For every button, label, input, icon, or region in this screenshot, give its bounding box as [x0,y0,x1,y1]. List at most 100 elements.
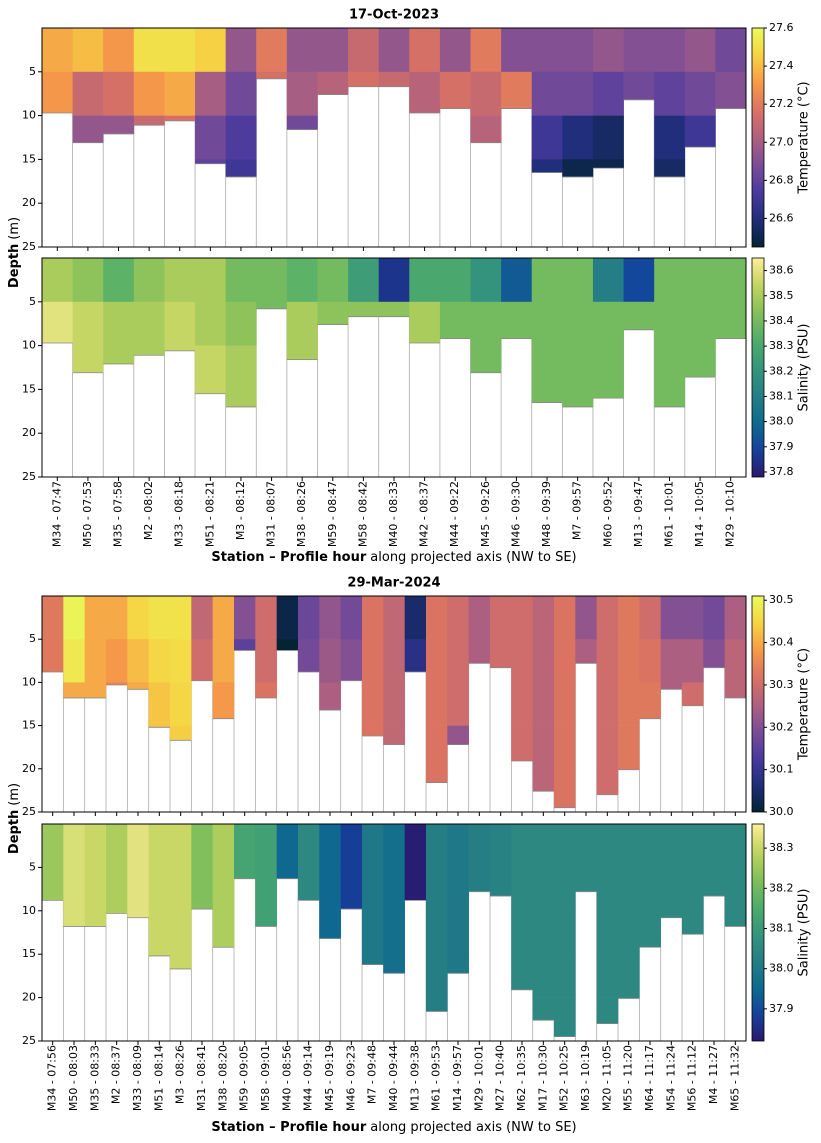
x-tick-label: M61 - 10:01 [662,481,675,547]
cell [596,824,619,868]
colorbar-tick-label: 27.6 [769,21,794,34]
cell [618,725,640,770]
colorbar-label: Temperature (°C) [797,81,812,194]
cell [319,910,341,939]
cell [684,258,716,303]
cell [531,159,563,173]
cell [554,867,576,912]
cell [106,867,128,912]
cell [276,639,299,651]
cell [639,910,661,948]
x-tick-label: M13 - 09:47 [632,481,645,547]
cell [682,682,704,706]
cell [255,596,277,640]
x-tick-label: M63 - 10:19 [579,1045,592,1111]
cell [383,954,405,974]
cell [531,345,563,390]
cell [225,389,257,407]
x-tick-label: M48 - 09:39 [540,481,553,547]
cell [724,639,747,683]
x-tick-label: M29 - 10:10 [724,481,737,547]
y-tick-label: 25 [22,470,36,483]
x-label: Station – Profile hour along projected ax… [211,550,576,565]
cell [715,28,747,73]
x-tick-label: M40 - 09:44 [387,1045,400,1111]
cell [703,639,725,668]
colorbar-label: Salinity (PSU) [797,889,812,977]
cell [317,28,349,73]
cell [362,954,384,965]
cell [212,639,235,683]
colorbar [751,823,765,1042]
x-tick-label: M7 - 09:48 [366,1045,379,1104]
cell [684,71,716,116]
cell [554,824,576,868]
cell [286,345,318,360]
x-tick-label: M44 - 09:14 [302,1045,315,1111]
y-tick-label: 5 [29,860,36,873]
cell [72,71,104,116]
x-tick-label: M17 - 10:30 [536,1045,549,1111]
cell [256,258,288,303]
cell [532,910,555,955]
cell [84,682,107,698]
cell [592,258,624,303]
chart-title: 17-Oct-2023 [349,8,439,23]
cell [103,301,135,346]
cell [470,345,502,373]
colorbar-tick-label: 38.3 [769,339,794,352]
cell [654,159,686,177]
cell [715,301,747,339]
cell [317,71,349,95]
cell [256,301,288,309]
cell [225,115,257,160]
cell [724,596,747,640]
cell [554,639,576,683]
x-tick-label: M14 - 10:05 [693,481,706,547]
cell [447,682,469,726]
x-tick-label: M3 - 08:12 [234,481,247,540]
cell [439,71,471,109]
x-tick-label: M2 - 08:37 [110,1045,123,1104]
cell [298,639,320,673]
cell [596,768,619,795]
cell [623,71,655,100]
cell [383,682,405,726]
x-tick-label: M50 - 07:53 [81,481,94,547]
x-tick-label: M34 - 07:47 [50,481,63,547]
cell [684,28,716,73]
cell [362,824,384,868]
cell [148,596,171,640]
colorbar [751,27,765,248]
cell [63,596,85,640]
cell [383,639,405,683]
cell [501,28,533,73]
cell [340,867,363,910]
cell [511,867,533,912]
cell [225,159,257,177]
colorbar-tick-label: 27.0 [769,135,794,148]
cell [340,596,363,640]
cell [532,639,555,683]
cell [127,682,149,690]
cell [103,28,135,73]
cell [618,867,640,912]
cell [724,867,747,912]
cell [191,824,213,868]
cell [532,768,555,792]
cell [715,258,747,303]
y-label-unit: (m) [7,217,22,240]
cell [703,596,725,640]
x-label-bold: Station – Profile hour [211,550,367,565]
y-label: Depth (m) [7,783,22,854]
cell [532,725,555,770]
cell [562,345,594,390]
x-tick-label: M3 - 08:26 [174,1045,187,1104]
cell [133,345,165,356]
cell [511,639,533,683]
x-tick-label: M55 - 11:20 [622,1045,635,1111]
cell [592,28,624,73]
colorbar-label: Temperature (°C) [797,648,812,761]
cell [501,301,533,339]
cell [468,639,491,664]
